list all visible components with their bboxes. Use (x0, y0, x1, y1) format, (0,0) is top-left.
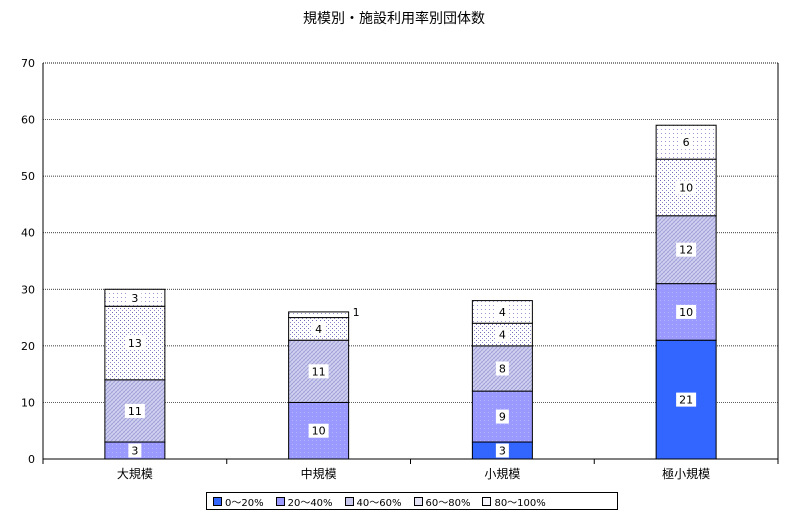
data-label-bg (308, 364, 329, 379)
legend-label: 40～60% (356, 497, 402, 509)
legend-swatch (482, 496, 492, 506)
data-label-bg (128, 290, 142, 305)
data-label-bg (495, 304, 509, 319)
data-label: 3 (131, 292, 138, 305)
data-label-bg (676, 304, 697, 319)
data-label: 11 (312, 365, 326, 378)
data-label: 4 (315, 323, 322, 336)
data-label: 1 (353, 306, 360, 319)
data-label-bg (312, 321, 326, 336)
data-label-bg (679, 135, 693, 150)
data-label: 12 (679, 244, 693, 257)
y-tick-label: 0 (28, 453, 35, 466)
y-tick-label: 20 (21, 340, 35, 353)
legend-label: 60～80% (425, 497, 471, 509)
data-label-bg (495, 361, 509, 376)
legend-item: 0～20% (213, 494, 264, 509)
data-label-bg (676, 392, 697, 407)
data-label-bg (676, 180, 697, 195)
data-label: 4 (499, 329, 506, 342)
data-label: 9 (499, 411, 506, 424)
data-label: 13 (128, 337, 142, 350)
data-label: 10 (312, 425, 326, 438)
x-category-label: 大規模 (117, 466, 153, 481)
legend-swatch (213, 496, 222, 506)
x-category-label: 中規模 (301, 466, 337, 481)
y-tick-label: 50 (21, 170, 35, 183)
data-label-bg (495, 409, 509, 424)
legend-swatch (275, 496, 285, 506)
data-label-bg (124, 336, 145, 351)
data-label-bg (495, 443, 509, 458)
y-tick-label: 60 (21, 114, 35, 127)
x-category-label: 小規模 (484, 466, 520, 481)
legend-item: 20～40% (275, 494, 333, 509)
legend-label: 0～20% (225, 497, 264, 509)
legend-swatch (413, 496, 423, 506)
legend-swatch (344, 496, 354, 506)
data-label: 11 (128, 405, 142, 418)
y-tick-label: 30 (21, 283, 35, 296)
data-label-bg (124, 403, 145, 418)
legend-item: 80～100% (482, 494, 546, 509)
data-label: 4 (499, 306, 506, 319)
data-label: 3 (131, 445, 138, 458)
data-label: 3 (499, 445, 506, 458)
data-label: 10 (679, 181, 693, 194)
data-label: 8 (499, 362, 506, 375)
legend-item: 60～80% (413, 494, 471, 509)
y-tick-label: 10 (21, 396, 35, 409)
legend-item: 40～60% (344, 494, 402, 509)
data-label-bg (128, 443, 142, 458)
data-label-bg (495, 327, 509, 342)
data-label-bg (676, 242, 697, 257)
y-tick-label: 40 (21, 227, 35, 240)
y-tick-label: 70 (21, 57, 35, 70)
data-label: 6 (683, 136, 690, 149)
x-category-label: 極小規模 (662, 466, 710, 481)
legend-label: 80～100% (494, 497, 546, 509)
bar-segment (288, 311, 350, 319)
chart-title: 規模別・施設利用率別団体数 (303, 11, 485, 27)
data-label-bg (308, 423, 329, 438)
chart-legend: 0～20% 20～40% 40～60% 60～80% 80～100% (206, 492, 618, 510)
legend-label: 20～40% (287, 497, 333, 509)
data-label: 10 (679, 306, 693, 319)
data-label: 21 (679, 394, 693, 407)
